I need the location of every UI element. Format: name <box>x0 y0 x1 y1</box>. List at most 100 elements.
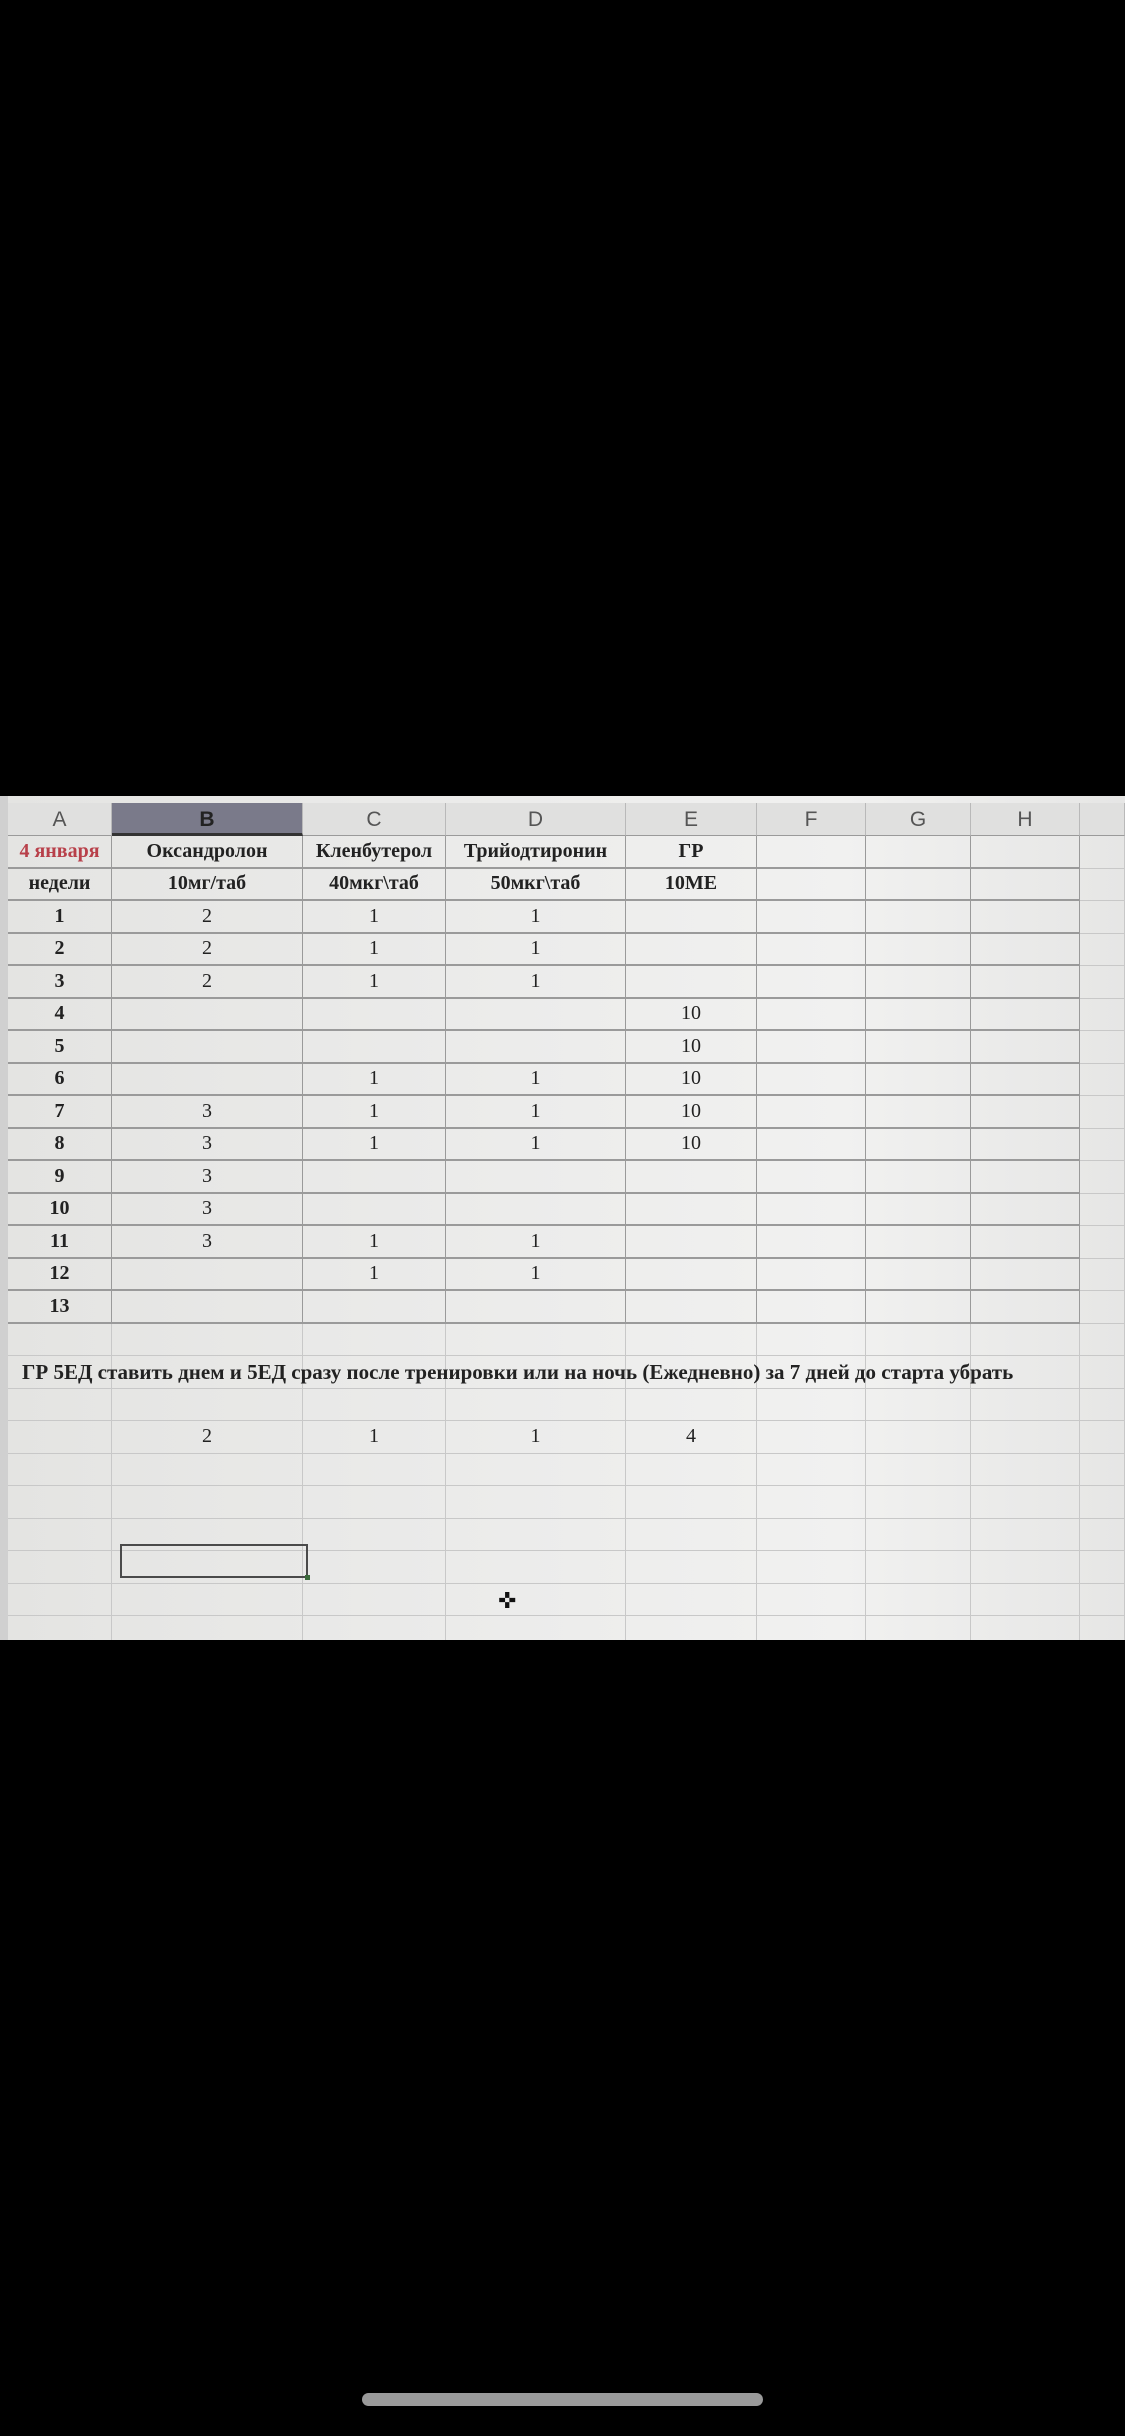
week-number-cell[interactable]: 9 <box>8 1161 112 1194</box>
cell[interactable] <box>446 1583 626 1616</box>
cell[interactable] <box>1080 933 1125 966</box>
dose-cell[interactable]: 10 <box>626 1063 757 1096</box>
cell[interactable] <box>626 1356 757 1389</box>
cell[interactable] <box>112 1486 303 1519</box>
cell[interactable] <box>866 1161 971 1194</box>
dose-cell[interactable]: 1 <box>303 1063 446 1096</box>
dose-cell[interactable] <box>303 1161 446 1194</box>
cell[interactable] <box>757 1031 866 1064</box>
cell[interactable] <box>1080 868 1125 901</box>
cell[interactable] <box>866 1128 971 1161</box>
cell[interactable] <box>8 1453 112 1486</box>
cell[interactable] <box>626 1583 757 1616</box>
cell[interactable] <box>1080 1486 1125 1519</box>
dose-cell[interactable] <box>303 998 446 1031</box>
cell[interactable] <box>303 1616 446 1640</box>
dose-cell[interactable] <box>112 998 303 1031</box>
dose-cell[interactable]: 10 <box>626 1096 757 1129</box>
dose-cell[interactable] <box>626 1291 757 1324</box>
cell[interactable] <box>757 1291 866 1324</box>
dose-cell[interactable]: 2 <box>112 933 303 966</box>
dose-cell[interactable]: 1 <box>303 901 446 934</box>
cell[interactable] <box>303 1486 446 1519</box>
dose-cell[interactable] <box>446 1161 626 1194</box>
cell[interactable] <box>446 1323 626 1356</box>
cell[interactable] <box>866 1226 971 1259</box>
column-header-i[interactable] <box>1080 803 1125 836</box>
unit-cell[interactable] <box>866 868 971 901</box>
cell[interactable] <box>866 1193 971 1226</box>
dose-cell[interactable] <box>303 1193 446 1226</box>
cell[interactable] <box>446 1388 626 1421</box>
cell[interactable] <box>971 1486 1080 1519</box>
total-cell[interactable] <box>8 1421 112 1454</box>
cell[interactable] <box>1080 1518 1125 1551</box>
cell[interactable] <box>866 1096 971 1129</box>
dose-cell[interactable]: 3 <box>112 1226 303 1259</box>
cell[interactable] <box>757 1583 866 1616</box>
cell[interactable] <box>866 1453 971 1486</box>
dose-cell[interactable] <box>626 1258 757 1291</box>
cell[interactable] <box>303 1583 446 1616</box>
dose-cell[interactable] <box>626 1226 757 1259</box>
total-cell[interactable]: 4 <box>626 1421 757 1454</box>
cell[interactable] <box>1080 966 1125 999</box>
cell[interactable] <box>112 1583 303 1616</box>
unit-cell[interactable]: 40мкг\таб <box>303 868 446 901</box>
cell[interactable] <box>757 1226 866 1259</box>
header-cell[interactable] <box>757 836 866 869</box>
cell[interactable] <box>757 1193 866 1226</box>
cell[interactable] <box>757 1388 866 1421</box>
cell[interactable] <box>112 1551 303 1584</box>
dose-cell[interactable]: 1 <box>446 1096 626 1129</box>
cell[interactable] <box>112 1453 303 1486</box>
cell[interactable] <box>757 1096 866 1129</box>
cell[interactable] <box>446 1616 626 1640</box>
cell[interactable] <box>971 1583 1080 1616</box>
cell[interactable] <box>1080 1551 1125 1584</box>
dose-cell[interactable] <box>303 1291 446 1324</box>
cell[interactable] <box>866 1356 971 1389</box>
cell[interactable] <box>757 1063 866 1096</box>
cell[interactable] <box>1080 1583 1125 1616</box>
cell[interactable] <box>446 1551 626 1584</box>
cell[interactable] <box>1080 1128 1125 1161</box>
cell[interactable] <box>1080 1258 1125 1291</box>
cell[interactable] <box>112 1616 303 1640</box>
cell[interactable] <box>866 1388 971 1421</box>
week-number-cell[interactable]: 2 <box>8 933 112 966</box>
cell[interactable] <box>866 1421 971 1454</box>
dose-cell[interactable]: 1 <box>303 1128 446 1161</box>
cell[interactable] <box>8 1356 112 1389</box>
column-header-f[interactable]: F <box>757 803 866 836</box>
cell[interactable] <box>757 1421 866 1454</box>
cell[interactable] <box>971 998 1080 1031</box>
cell[interactable] <box>866 1518 971 1551</box>
cell[interactable] <box>446 1486 626 1519</box>
cell[interactable] <box>303 1551 446 1584</box>
cell[interactable] <box>1080 1031 1125 1064</box>
cell[interactable] <box>757 1323 866 1356</box>
cell[interactable] <box>971 1518 1080 1551</box>
unit-cell[interactable]: 10МЕ <box>626 868 757 901</box>
dose-cell[interactable]: 1 <box>446 901 626 934</box>
cell[interactable] <box>303 1388 446 1421</box>
cell[interactable] <box>446 1453 626 1486</box>
dose-cell[interactable] <box>626 1161 757 1194</box>
dose-cell[interactable] <box>446 1291 626 1324</box>
cell[interactable] <box>757 966 866 999</box>
dose-cell[interactable] <box>626 1193 757 1226</box>
dose-cell[interactable]: 2 <box>112 966 303 999</box>
column-header-g[interactable]: G <box>866 803 971 836</box>
cell[interactable] <box>757 1518 866 1551</box>
dose-cell[interactable] <box>626 901 757 934</box>
header-cell[interactable]: Трийодтиронин <box>446 836 626 869</box>
cell[interactable] <box>303 1518 446 1551</box>
cell[interactable] <box>866 1258 971 1291</box>
dose-cell[interactable] <box>446 1031 626 1064</box>
cell[interactable] <box>1080 1323 1125 1356</box>
total-cell[interactable]: 1 <box>303 1421 446 1454</box>
dose-cell[interactable]: 1 <box>446 966 626 999</box>
cell[interactable] <box>303 1356 446 1389</box>
dose-cell[interactable] <box>446 1193 626 1226</box>
